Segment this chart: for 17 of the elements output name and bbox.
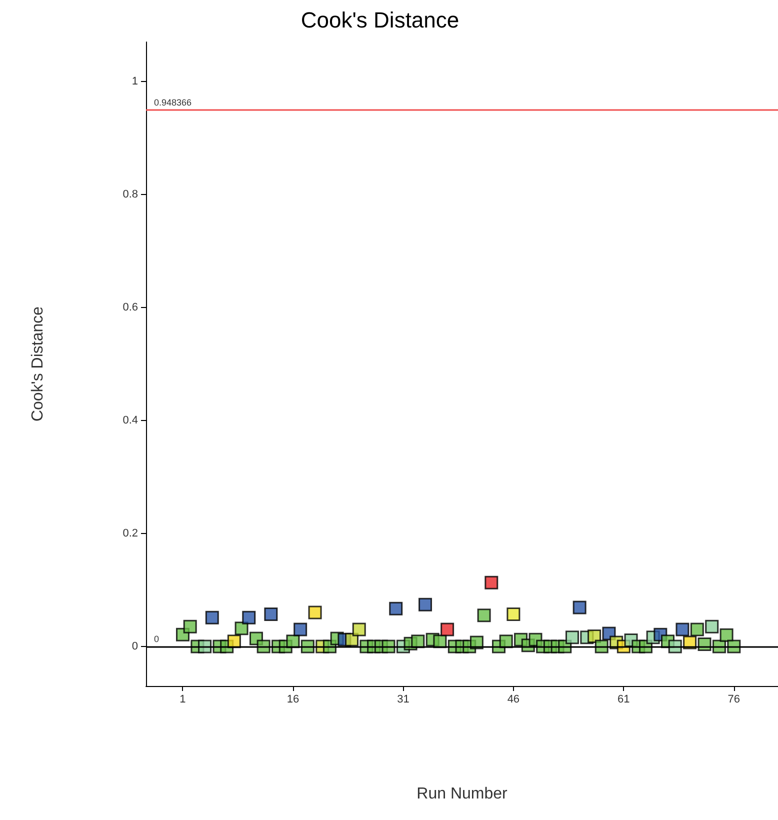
chart-title: Cook's Distance <box>300 8 460 32</box>
y-tick-label: 0 <box>132 640 138 652</box>
x-tick-label: 61 <box>618 694 630 706</box>
y-tick-label: 1 <box>132 76 138 88</box>
ref-line-label: 0.948366 <box>154 97 192 108</box>
y-axis-title: Cook's Distance <box>30 306 46 422</box>
y-tick-label: 0.4 <box>122 414 138 426</box>
x-tick-label: 16 <box>286 694 300 706</box>
x-tick-label: 1 <box>180 694 186 706</box>
x-tick-label: 31 <box>397 694 410 706</box>
x-tick-label: 76 <box>728 694 740 706</box>
y-tick-label: 0.6 <box>122 302 138 314</box>
x-axis-title: Run Number <box>416 786 508 802</box>
ref-line-label: 0 <box>154 634 160 644</box>
y-tick-label: 0.2 <box>122 527 138 540</box>
x-tick-label: 46 <box>507 694 520 706</box>
y-tick-label: 0.8 <box>122 188 138 201</box>
